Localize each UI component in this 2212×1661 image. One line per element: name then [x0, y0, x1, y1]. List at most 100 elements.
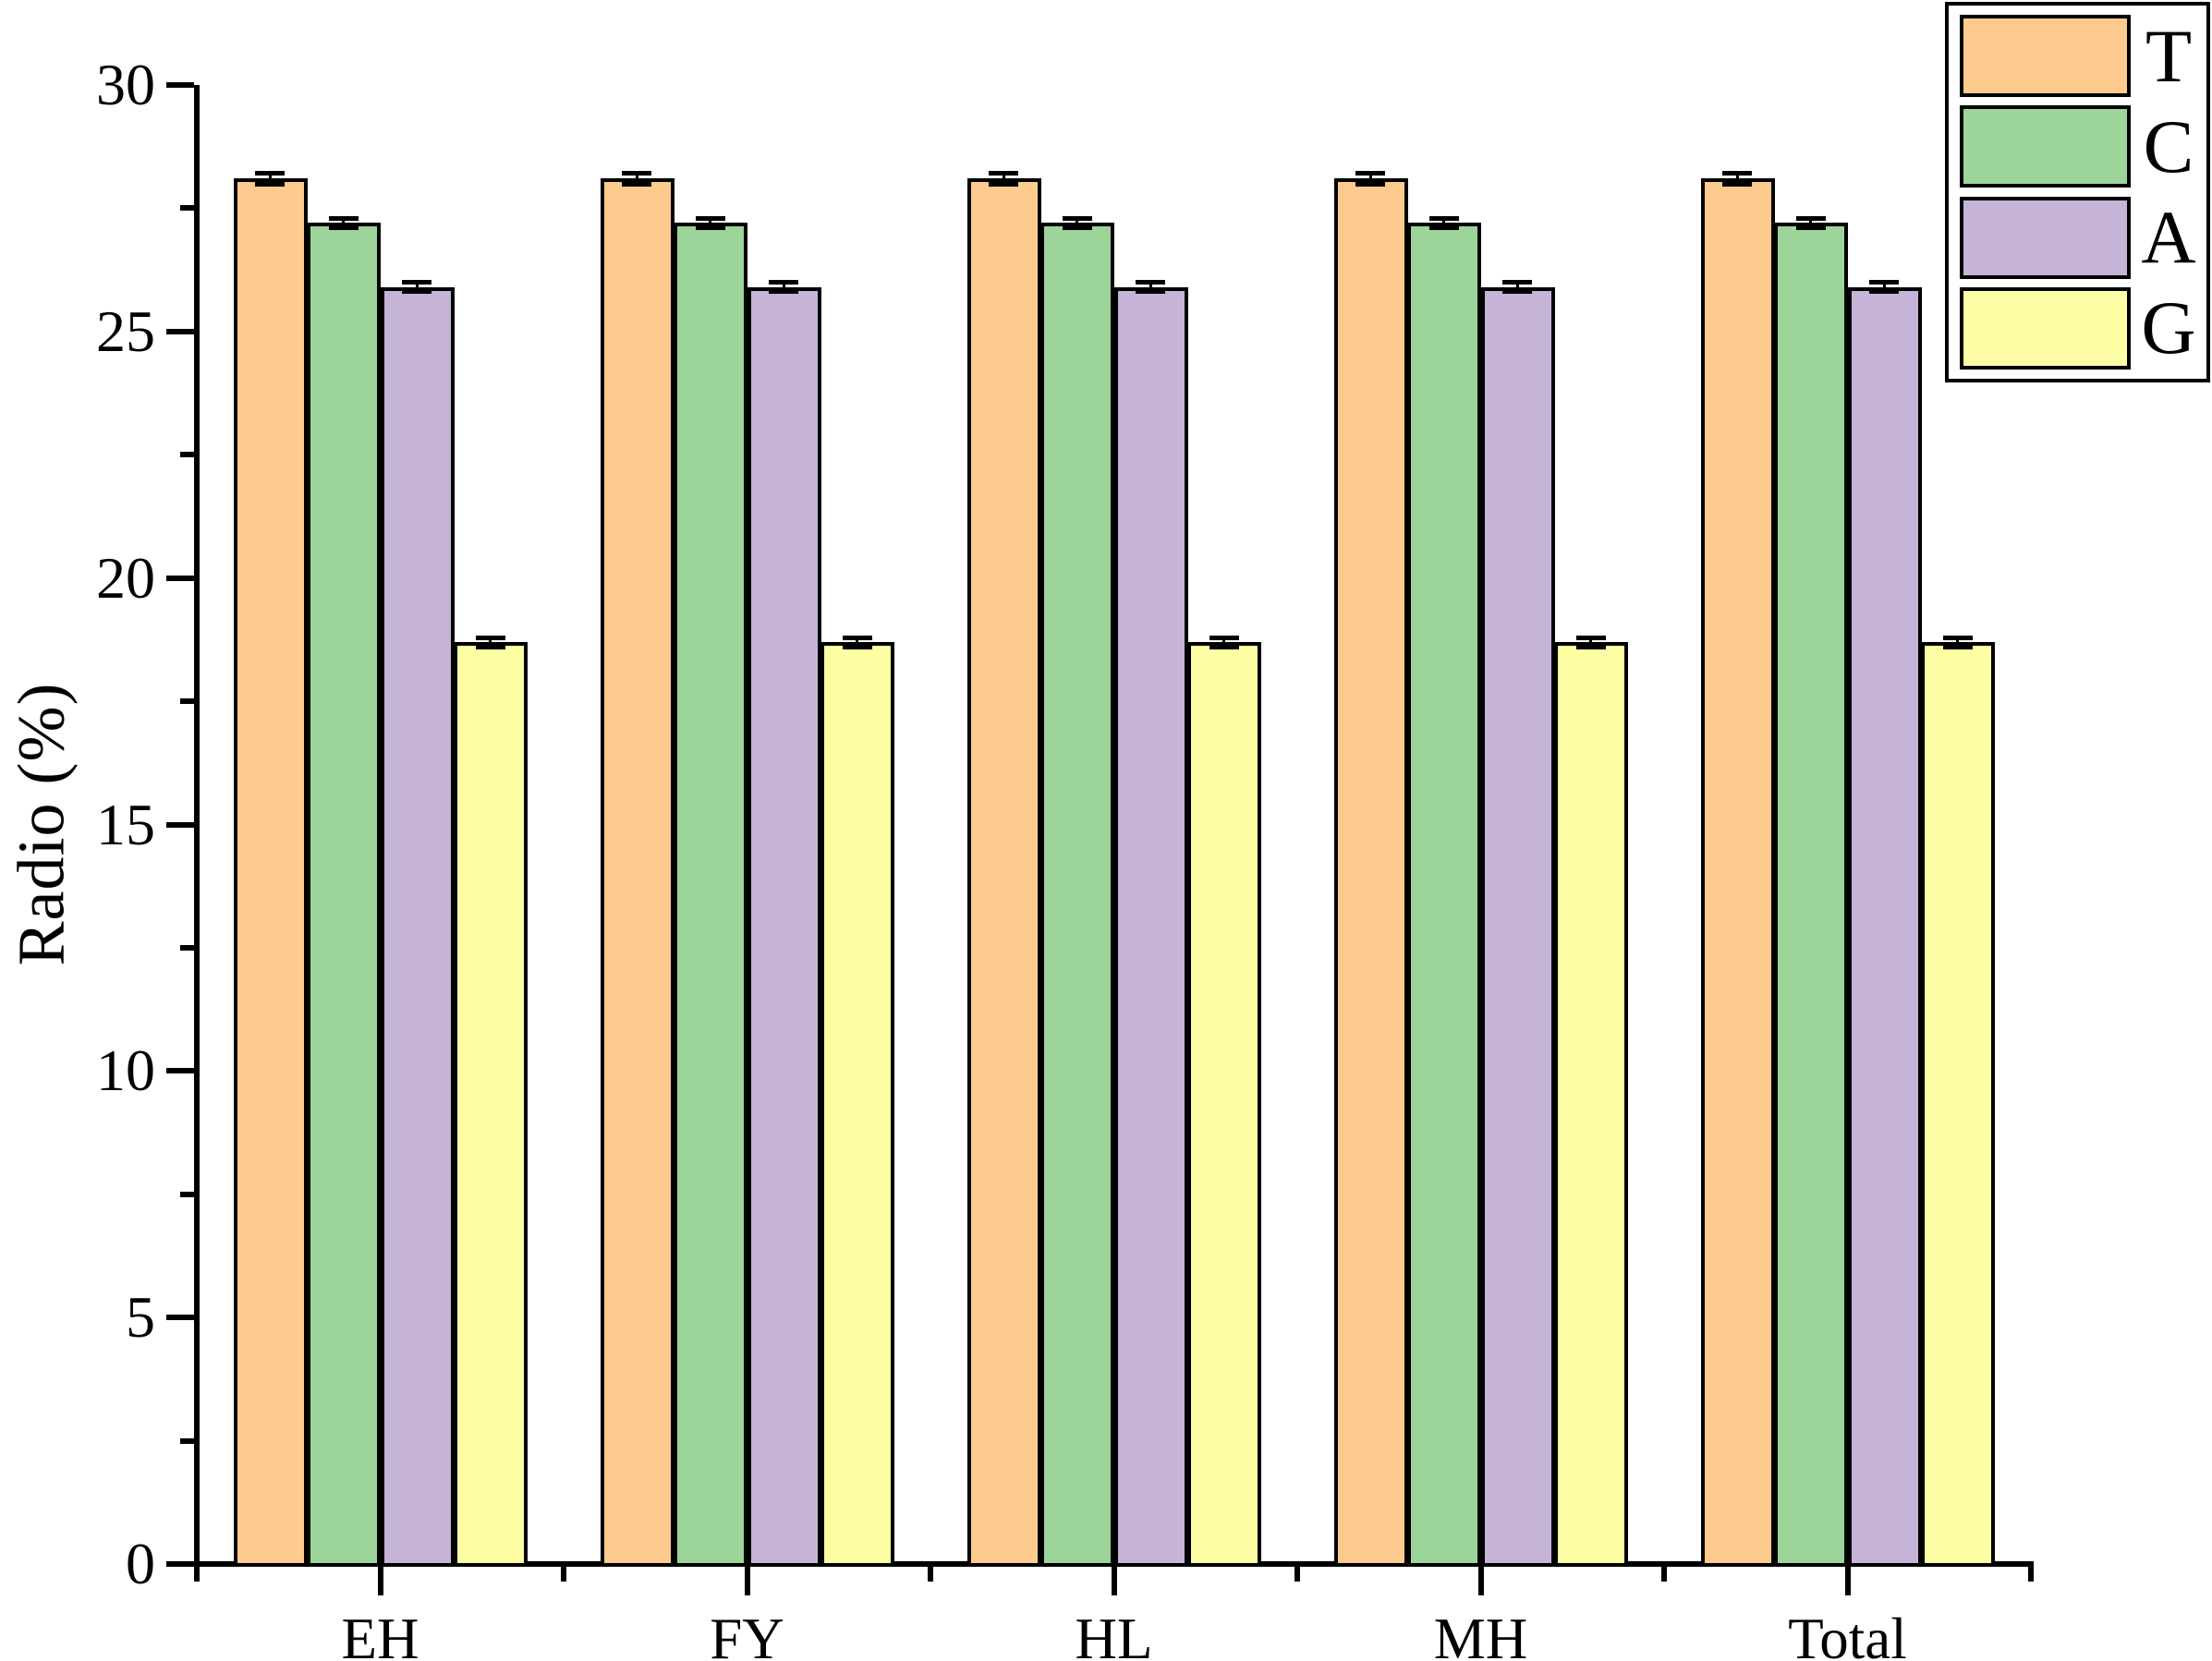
error-bar: [1502, 280, 1533, 295]
error-bar-stem: [1809, 220, 1813, 225]
error-bar: [1942, 635, 1973, 649]
error-bar: [1575, 635, 1606, 649]
x-tick-label: MH: [1433, 1606, 1528, 1661]
bar: [674, 223, 748, 1567]
bar: [1333, 178, 1409, 1567]
legend-label: G: [2141, 285, 2196, 370]
y-major-tick: [166, 1561, 194, 1567]
x-tick-label: FY: [710, 1606, 784, 1661]
error-bar-stem: [342, 220, 346, 225]
error-bar: [402, 280, 432, 295]
legend-item: A: [1960, 195, 2206, 280]
error-bar: [769, 280, 799, 295]
legend-label: A: [2141, 195, 2196, 280]
legend-item: C: [1960, 105, 2206, 188]
error-bar: [1136, 280, 1166, 295]
error-bar: [1062, 215, 1092, 230]
error-bar-stem: [1442, 220, 1446, 225]
x-minor-tick: [2028, 1567, 2034, 1582]
x-tick-label: HL: [1075, 1606, 1153, 1661]
y-minor-tick: [180, 1437, 194, 1444]
error-bar: [328, 215, 359, 230]
error-bar-stem: [1735, 175, 1739, 182]
error-bar: [1355, 170, 1386, 187]
bar: [1774, 223, 1849, 1567]
legend-item: T: [1960, 15, 2206, 97]
x-minor-tick: [928, 1567, 933, 1582]
error-bar-stem: [1589, 639, 1593, 645]
legend-item: G: [1960, 285, 2206, 370]
error-bar-stem: [1515, 285, 1519, 290]
y-tick-label: 25: [96, 297, 155, 364]
y-major-tick: [166, 821, 194, 828]
error-bar: [1795, 215, 1826, 230]
bar: [1186, 642, 1262, 1567]
y-minor-tick: [180, 205, 194, 212]
bar: [966, 178, 1042, 1567]
error-bar-stem: [1882, 285, 1886, 290]
bar: [233, 178, 309, 1567]
x-minor-tick: [561, 1567, 566, 1582]
x-major-tick: [377, 1567, 383, 1595]
error-bar-stem: [1222, 639, 1226, 645]
error-bar-stem: [782, 285, 785, 290]
error-bar: [1428, 215, 1459, 230]
y-tick-label: 10: [96, 1037, 155, 1104]
y-major-tick: [166, 82, 194, 88]
error-bar: [989, 170, 1019, 187]
bar: [1040, 223, 1115, 1567]
x-major-tick: [1477, 1567, 1484, 1595]
bar: [307, 223, 382, 1567]
bar: [1407, 223, 1482, 1567]
y-major-tick: [166, 1315, 194, 1321]
error-bar-stem: [856, 639, 859, 645]
error-bar-stem: [709, 220, 712, 225]
bar: [1480, 286, 1555, 1567]
bar: [1920, 642, 1996, 1567]
legend-swatch: [1960, 196, 2131, 279]
error-bar-stem: [1149, 285, 1152, 290]
y-major-tick: [166, 328, 194, 334]
x-major-tick: [1844, 1567, 1851, 1595]
error-bar-stem: [268, 175, 272, 182]
y-minor-tick: [180, 1191, 194, 1197]
legend-swatch: [1960, 15, 2131, 97]
bar: [820, 642, 895, 1567]
error-bar: [255, 170, 286, 187]
y-tick-label: 15: [96, 791, 155, 857]
error-bar: [475, 635, 505, 649]
x-major-tick: [744, 1567, 750, 1595]
error-bar: [695, 215, 725, 230]
legend-swatch: [1960, 286, 2131, 370]
error-bar: [1869, 280, 1900, 295]
legend-swatch: [1960, 105, 2131, 188]
y-tick-label: 30: [96, 52, 155, 117]
y-tick-label: 5: [126, 1284, 155, 1351]
bar: [747, 286, 821, 1567]
error-bar-stem: [1956, 639, 1960, 645]
x-minor-tick: [194, 1567, 200, 1582]
x-minor-tick: [1661, 1567, 1667, 1582]
y-minor-tick: [180, 698, 194, 705]
x-major-tick: [1111, 1567, 1117, 1595]
error-bar: [622, 170, 652, 187]
error-bar-stem: [635, 175, 638, 182]
y-minor-tick: [180, 452, 194, 458]
error-bar: [842, 635, 872, 649]
bar: [380, 286, 455, 1567]
legend-label: T: [2145, 13, 2193, 98]
x-minor-tick: [1294, 1567, 1300, 1582]
y-major-tick: [166, 575, 194, 581]
error-bar: [1209, 635, 1239, 649]
error-bar-stem: [1368, 175, 1372, 182]
bar: [1700, 178, 1776, 1567]
y-minor-tick: [180, 944, 194, 951]
y-major-tick: [166, 1068, 194, 1074]
bar: [453, 642, 529, 1567]
error-bar-stem: [415, 285, 419, 290]
error-bar-stem: [1076, 220, 1079, 225]
x-tick-label: Total: [1788, 1606, 1907, 1661]
bar: [1847, 286, 1922, 1567]
